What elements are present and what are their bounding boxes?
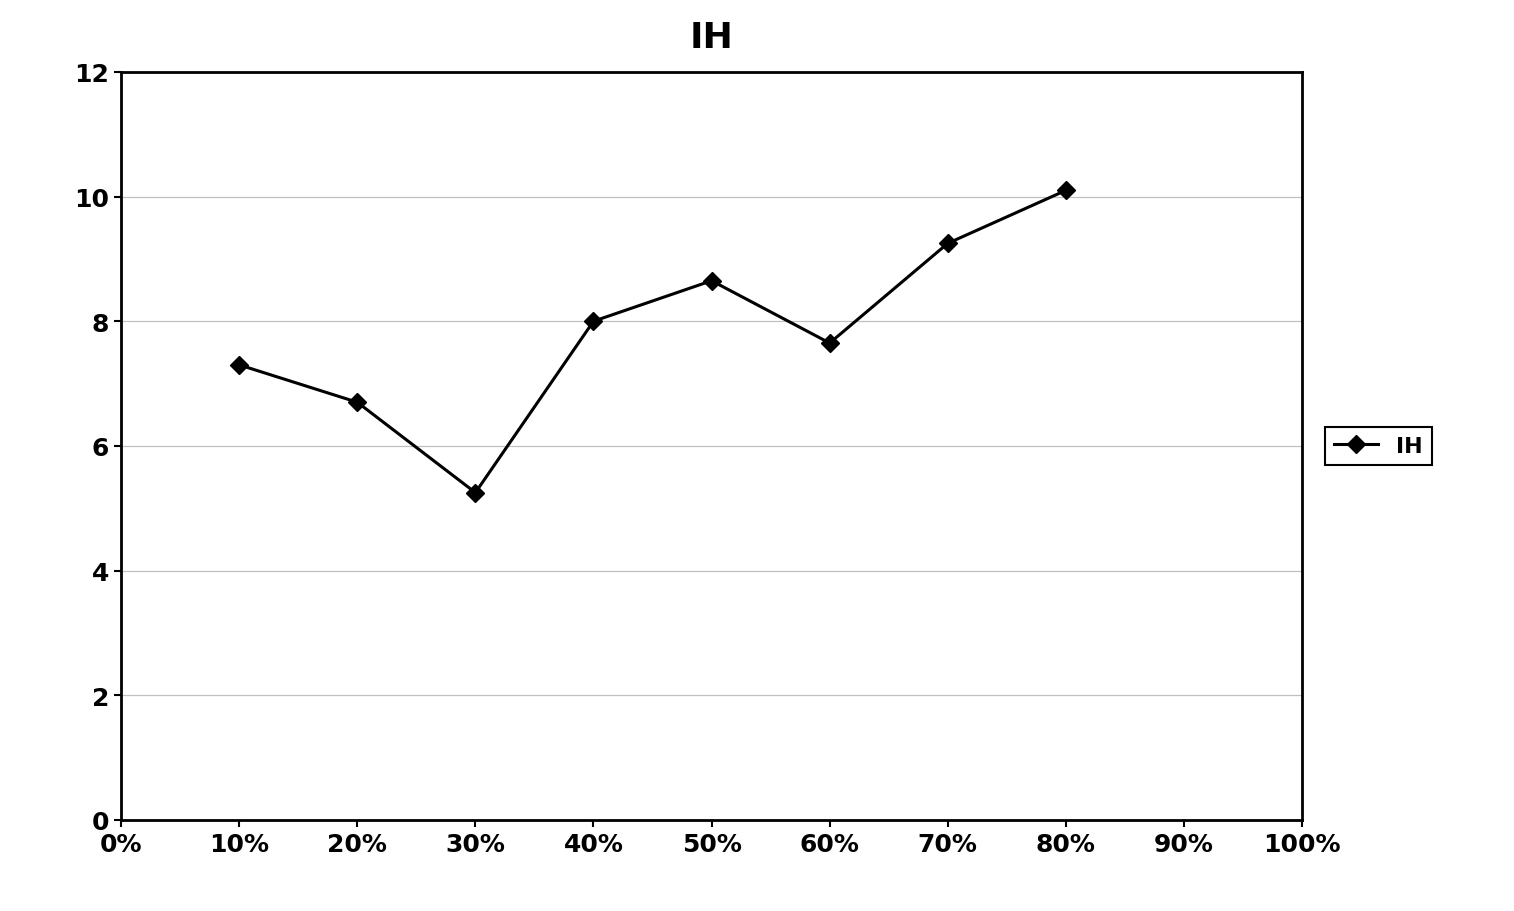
IH bbox=[939, 239, 957, 250]
Legend: IH: IH bbox=[1325, 427, 1432, 466]
IH bbox=[584, 316, 603, 327]
IH bbox=[702, 276, 721, 287]
IH bbox=[466, 487, 484, 498]
IH bbox=[821, 338, 839, 349]
IH bbox=[230, 360, 248, 371]
Title: IH: IH bbox=[690, 21, 733, 55]
Line: IH: IH bbox=[233, 185, 1072, 499]
IH bbox=[348, 397, 366, 408]
IH bbox=[1057, 186, 1075, 197]
